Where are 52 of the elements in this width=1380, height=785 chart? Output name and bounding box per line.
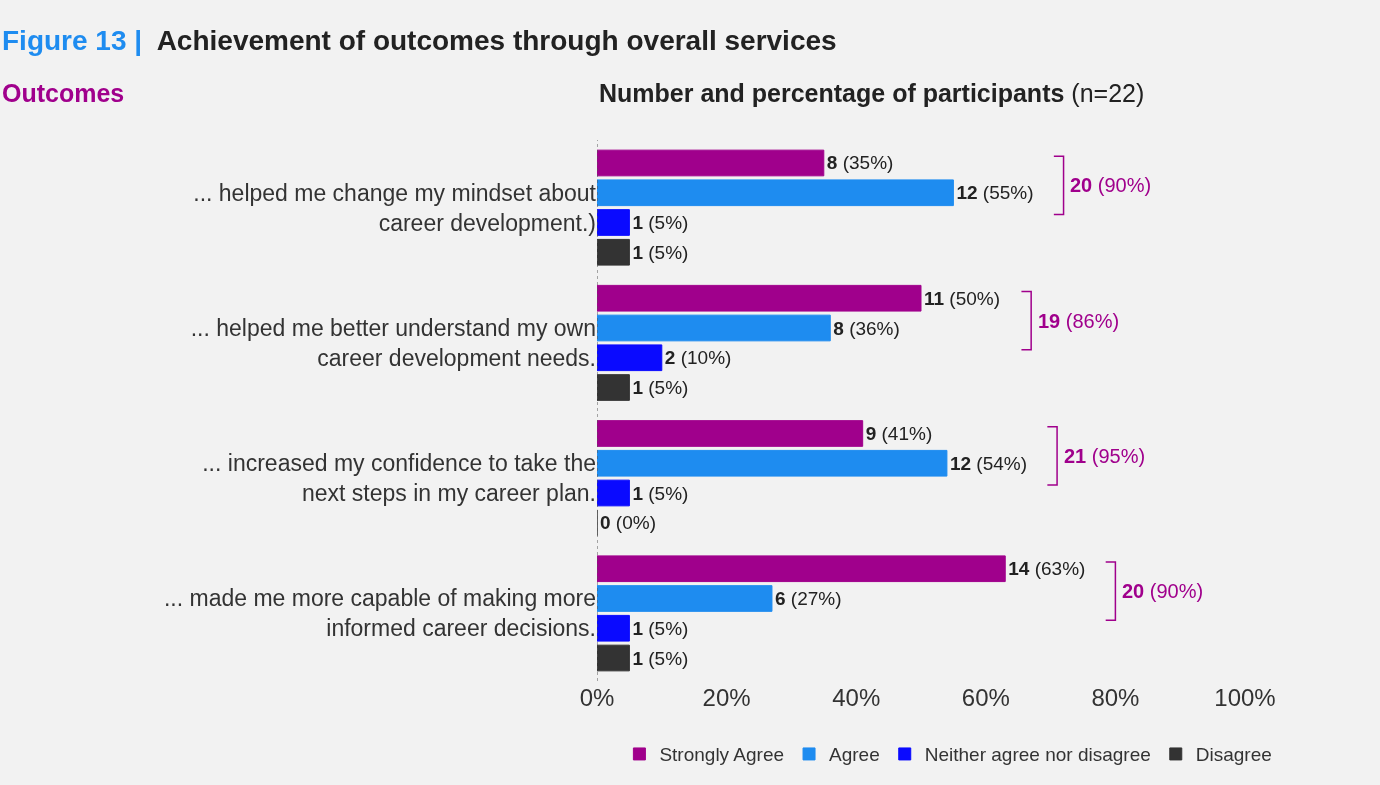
chart-title: Figure 13 | Achievement of outcomes through overall services — [2, 25, 837, 56]
bar — [597, 238, 630, 266]
data-label: 1 (5%) — [632, 617, 689, 639]
data-label: 1 (5%) — [632, 212, 689, 233]
data-label: 1 (5%) — [632, 482, 689, 504]
y-tick-label: ... helped me change my mindset about career development.) — [193, 179, 597, 236]
data-label: 14 (63%) — [1008, 558, 1086, 580]
bar — [597, 644, 630, 672]
bar — [597, 149, 825, 177]
data-label: 9 (41%) — [865, 422, 933, 444]
x-axis-title: Number and percentage of participants (n=22) — [599, 79, 1145, 107]
y-tick-label: ... increased my confidence to take the next steps in my career plan. — [202, 450, 596, 507]
bar — [597, 585, 773, 612]
bar — [597, 420, 864, 447]
bar — [597, 374, 630, 401]
bar — [597, 614, 630, 642]
bar — [597, 449, 948, 477]
y-axis-title: Outcomes — [2, 79, 125, 107]
data-label: 1 (5%) — [632, 647, 689, 669]
x-tick-label: 60% — [961, 684, 1010, 711]
data-label: 11 (50%) — [924, 287, 1001, 309]
data-label: 8 (36%) — [833, 317, 900, 339]
data-label: 6 (27%) — [774, 588, 842, 609]
bar — [597, 284, 922, 312]
x-tick-label: 80% — [1091, 684, 1140, 711]
annotation: 19 (86%) — [1038, 310, 1120, 332]
bar — [597, 555, 1006, 583]
legend-label: Agree — [829, 744, 880, 766]
bar — [597, 179, 954, 207]
bar — [597, 314, 831, 342]
data-label: 12 (54%) — [949, 452, 1028, 474]
bar — [597, 479, 630, 507]
data-label: 12 (55%) — [956, 182, 1034, 204]
annotation: 20 (90%) — [1070, 174, 1152, 196]
x-tick-label: 100% — [1214, 684, 1276, 711]
legend-label: Strongly Agree — [659, 744, 785, 766]
data-label: 1 (5%) — [632, 377, 689, 399]
data-label: 8 (35%) — [826, 152, 894, 174]
y-tick-label: ... made me more capable of making more informed career decisions. — [163, 585, 596, 642]
data-label: 0 (0%) — [600, 512, 656, 534]
x-tick-label: 20% — [702, 684, 751, 711]
bar — [597, 209, 630, 236]
annotation: 21 (95%) — [1064, 445, 1146, 467]
x-tick-label: 0% — [579, 684, 615, 711]
annotation: 20 (90%) — [1122, 580, 1204, 602]
data-label: 2 (10%) — [664, 347, 732, 369]
data-label: 1 (5%) — [632, 241, 689, 263]
bar — [597, 344, 663, 372]
legend-label: Disagree — [1195, 744, 1272, 766]
x-tick-label: 40% — [832, 684, 881, 711]
y-tick-label: ... helped me better understand my own career development needs. — [190, 314, 596, 371]
legend-label: Neither agree nor disagree — [924, 744, 1151, 766]
